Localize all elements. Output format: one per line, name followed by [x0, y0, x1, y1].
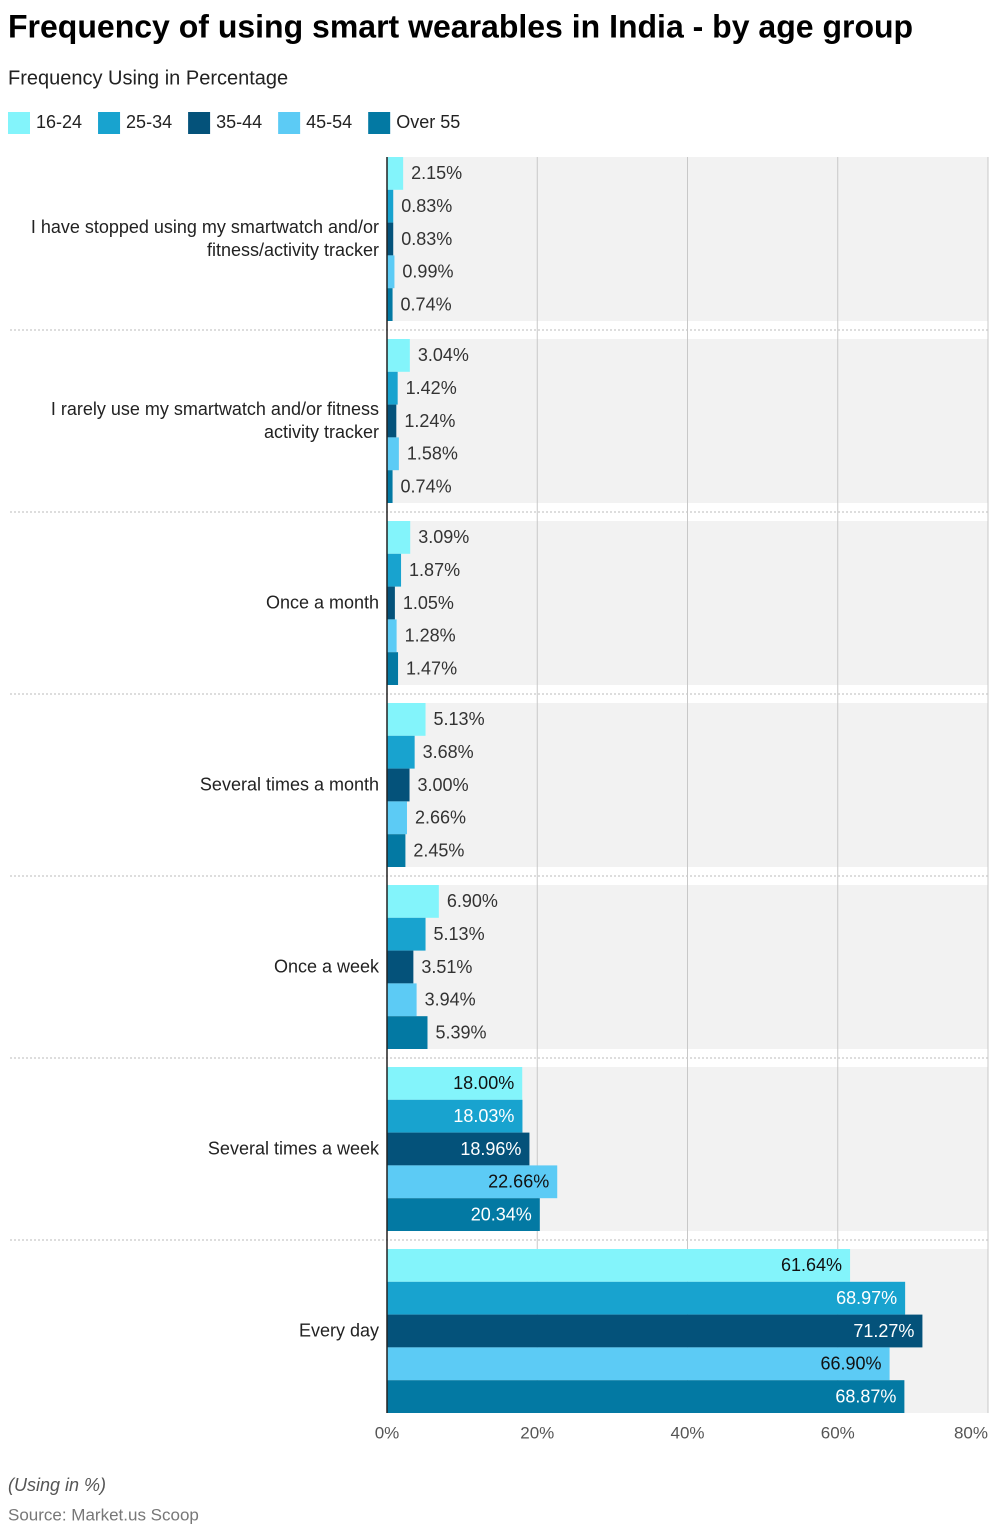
- value-label: 66.90%: [821, 1354, 882, 1374]
- category-label: I have stopped using my smartwatch and/o…: [30, 217, 379, 260]
- value-label: 20.34%: [471, 1204, 532, 1224]
- bar: [387, 1249, 851, 1282]
- bar: [387, 586, 395, 620]
- value-label: 0.74%: [401, 476, 452, 496]
- bar: [387, 288, 393, 321]
- legend-swatch: [188, 112, 211, 134]
- bar: [387, 404, 397, 438]
- bar: [387, 1165, 558, 1199]
- bar: [387, 371, 398, 405]
- legend-swatch: [278, 112, 301, 134]
- value-label: 3.00%: [418, 775, 469, 795]
- value-label: 3.68%: [423, 742, 474, 762]
- bar: [387, 1016, 428, 1049]
- value-label: 0.83%: [401, 196, 452, 216]
- value-label: 3.94%: [425, 990, 476, 1010]
- value-label: 1.42%: [406, 378, 457, 398]
- bar: [387, 1067, 523, 1100]
- legend-swatch: [98, 112, 121, 134]
- bar: [387, 652, 399, 685]
- legend-label: 16-24: [36, 112, 82, 132]
- value-label: 22.66%: [488, 1172, 549, 1192]
- value-label: 71.27%: [853, 1321, 914, 1341]
- legend-label: 45-54: [306, 112, 352, 132]
- category-label: Several times a month: [199, 774, 379, 795]
- bar: [387, 619, 397, 653]
- bar: [387, 917, 426, 951]
- value-label: 18.03%: [453, 1106, 514, 1126]
- value-label: 0.83%: [401, 229, 452, 249]
- bar: [387, 801, 407, 835]
- category-label: Every day: [298, 1320, 379, 1341]
- bar: [387, 735, 415, 769]
- bar: [387, 255, 395, 289]
- x-tick-label: 40%: [670, 1423, 704, 1442]
- value-label: 1.28%: [405, 626, 456, 646]
- bar: [387, 885, 439, 918]
- source: Source: Market.us Scoop: [8, 1505, 199, 1524]
- bar: [387, 1099, 523, 1133]
- chart-title: Frequency of using smart wearables in In…: [8, 8, 913, 44]
- value-label: 61.64%: [781, 1255, 842, 1275]
- bar: [387, 339, 410, 372]
- legend-label: 35-44: [216, 112, 262, 132]
- bar: [387, 983, 417, 1017]
- legend-label: Over 55: [396, 112, 460, 132]
- value-label: 1.87%: [409, 560, 460, 580]
- note: (Using in %): [8, 1475, 106, 1495]
- bar: [387, 222, 394, 256]
- legend-swatch: [368, 112, 391, 134]
- value-label: 0.74%: [401, 294, 452, 314]
- bar: [387, 834, 406, 867]
- bar: [387, 1380, 905, 1413]
- bar: [387, 437, 399, 471]
- value-label: 3.09%: [418, 527, 469, 547]
- legend-label: 25-34: [126, 112, 172, 132]
- x-tick-label: 80%: [954, 1423, 988, 1442]
- value-label: 3.04%: [418, 345, 469, 365]
- value-label: 6.90%: [447, 891, 498, 911]
- value-label: 2.66%: [415, 808, 466, 828]
- value-label: 1.58%: [407, 444, 458, 464]
- x-tick-label: 60%: [821, 1423, 855, 1442]
- value-label: 1.05%: [403, 593, 454, 613]
- bar: [387, 1198, 540, 1231]
- value-label: 5.13%: [434, 924, 485, 944]
- bar: [387, 950, 414, 984]
- value-label: 5.13%: [434, 709, 485, 729]
- category-label: I rarely use my smartwatch and/or fitnes…: [50, 399, 379, 442]
- value-label: 18.00%: [453, 1073, 514, 1093]
- bar: [387, 470, 393, 503]
- value-label: 68.87%: [835, 1386, 896, 1406]
- bar: [387, 768, 410, 802]
- value-label: 68.97%: [836, 1288, 897, 1308]
- value-label: 1.47%: [406, 658, 457, 678]
- x-tick-label: 0%: [375, 1423, 400, 1442]
- value-label: 0.99%: [402, 262, 453, 282]
- x-tick-label: 20%: [520, 1423, 554, 1442]
- value-label: 3.51%: [421, 957, 472, 977]
- bar: [387, 1347, 890, 1381]
- bar: [387, 521, 411, 554]
- category-label: Once a week: [273, 956, 379, 977]
- value-label: 2.15%: [411, 163, 462, 183]
- bar: [387, 189, 394, 223]
- chart-subtitle: Frequency Using in Percentage: [8, 67, 288, 89]
- bar: [387, 157, 404, 190]
- bar: [387, 1132, 530, 1166]
- category-label: Once a month: [265, 592, 379, 613]
- value-label: 18.96%: [460, 1139, 521, 1159]
- bar: [387, 1281, 906, 1315]
- bar: [387, 553, 402, 587]
- category-label: Several times a week: [207, 1138, 379, 1159]
- value-label: 1.24%: [404, 411, 455, 431]
- value-label: 5.39%: [435, 1022, 486, 1042]
- bar: [387, 1314, 923, 1348]
- bar: [387, 703, 426, 736]
- value-label: 2.45%: [413, 840, 464, 860]
- legend-swatch: [8, 112, 30, 134]
